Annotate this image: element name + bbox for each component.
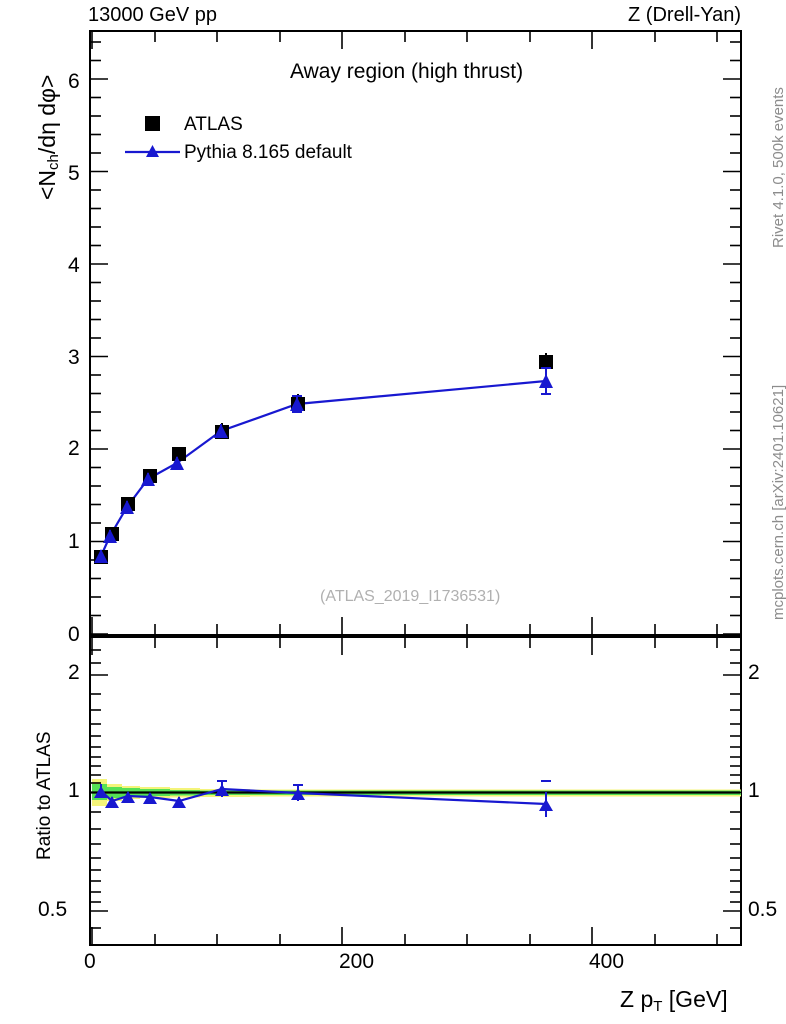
x-axis-label: Z pT [GeV]: [620, 986, 728, 1015]
atlas-data-points-main: [94, 353, 553, 564]
main-ytick-0: 0: [68, 623, 80, 646]
main-ytick-2: 2: [68, 437, 80, 460]
legend-label-atlas: ATLAS: [184, 114, 243, 135]
main-ytick-6: 6: [68, 70, 80, 93]
mc-curve-main: [99, 379, 547, 557]
ratio-mc-curve: [100, 787, 547, 806]
ratio-ytick-left-1: 1: [68, 779, 80, 802]
xtick-200: 200: [339, 950, 375, 973]
main-ytick-3: 3: [68, 346, 80, 369]
ratio-mc-points: [94, 780, 553, 817]
ratio-ytick-right-0: 0.5: [748, 898, 778, 921]
main-ytick-4: 4: [68, 254, 80, 277]
legend-label-pythia: Pythia 8.165 default: [184, 142, 352, 163]
main-x-ticks: [91, 31, 718, 635]
main-y-ticks-right: [723, 41, 741, 635]
header-left-label: 13000 GeV pp: [88, 4, 217, 26]
legend-marker-pythia: [125, 145, 180, 157]
ratio-ytick-left-0: 0.5: [38, 898, 68, 921]
analysis-id-watermark: (ATLAS_2019_I1736531): [320, 588, 501, 605]
ratio-x-ticks: [91, 637, 718, 945]
main-ytick-5: 5: [68, 162, 80, 185]
xtick-0: 0: [84, 950, 96, 973]
x-axis-label-post: [GeV]: [662, 986, 728, 1012]
ratio-ytick-left-2: 2: [68, 661, 80, 684]
x-axis-label-pre: Z p: [620, 986, 654, 1012]
ratio-y-ticks-right: [723, 649, 741, 929]
main-panel-frame: [89, 30, 742, 636]
ratio-ytick-right-2: 2: [748, 661, 760, 684]
header-right-label: Z (Drell-Yan): [628, 4, 741, 26]
mc-data-points-main: [94, 367, 553, 563]
ratio-ytick-right-1: 1: [748, 779, 760, 802]
x-axis-label-sub: T: [653, 998, 663, 1015]
xtick-400: 400: [589, 950, 625, 973]
main-plot-title: Away region (high thrust): [290, 60, 524, 83]
main-ytick-1: 1: [68, 530, 80, 553]
legend-marker-atlas: [145, 116, 160, 131]
ratio-y-ticks-left: [90, 649, 108, 929]
